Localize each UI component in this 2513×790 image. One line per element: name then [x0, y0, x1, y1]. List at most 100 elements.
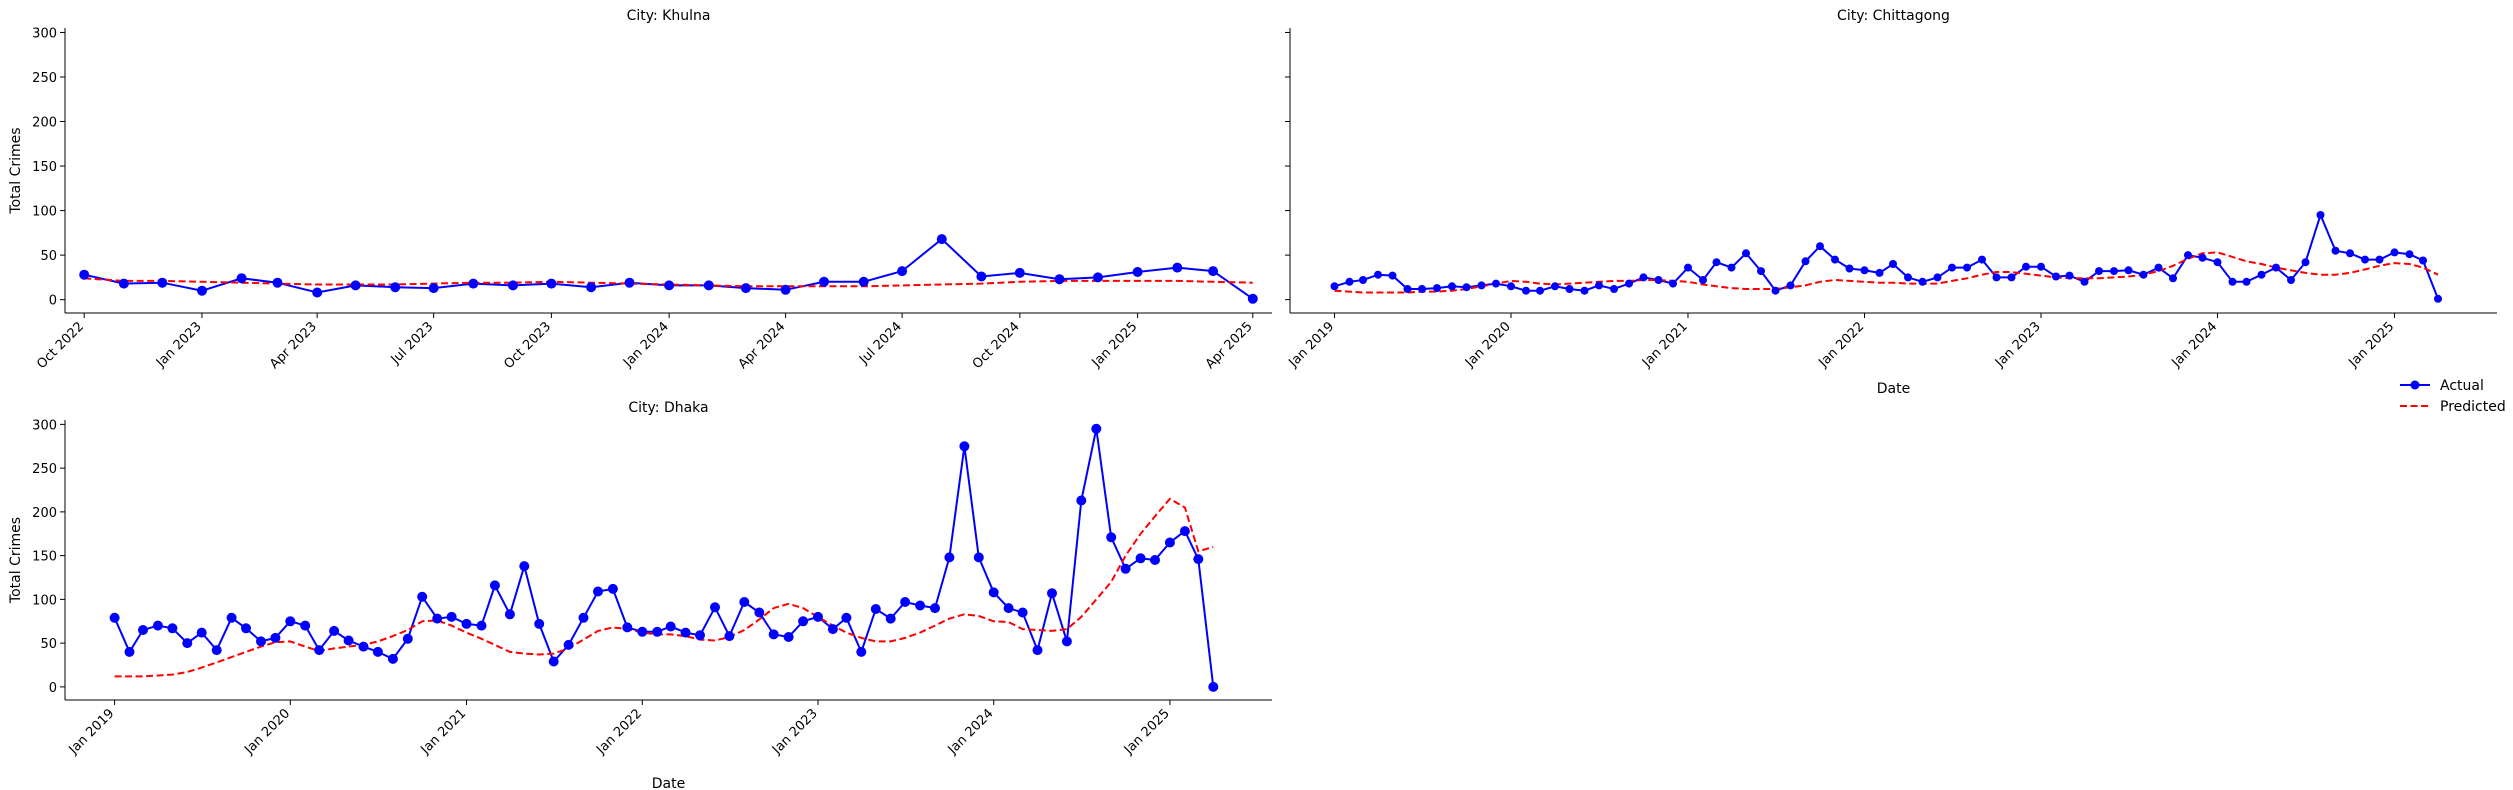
actual-data-point — [798, 616, 809, 627]
actual-data-point — [936, 234, 947, 245]
actual-data-point — [1551, 282, 1559, 291]
x-tick-label: Jan 2020 — [1462, 319, 1514, 371]
actual-data-point — [197, 285, 207, 296]
actual-data-point — [2361, 255, 2369, 264]
actual-data-point — [2022, 262, 2030, 271]
actual-data-point — [256, 636, 266, 647]
actual-data-point — [446, 611, 457, 622]
actual-data-point — [1247, 293, 1258, 304]
x-tick-label: Jan 2024 — [2169, 319, 2221, 371]
actual-data-point — [1992, 273, 2001, 282]
actual-data-point — [1492, 279, 1500, 288]
actual-data-point — [664, 280, 675, 291]
actual-data-point — [476, 620, 487, 631]
actual-data-point — [1091, 423, 1102, 434]
actual-data-point — [2154, 263, 2163, 272]
actual-data-point — [2287, 276, 2295, 284]
actual-data-point — [1727, 263, 1736, 272]
actual-data-point — [387, 653, 398, 664]
actual-data-point — [624, 277, 635, 288]
x-tick-label: Jan 2021 — [418, 706, 470, 758]
actual-data-point — [1208, 681, 1219, 692]
actual-data-point — [665, 621, 676, 632]
x-tick-label: Apr 2024 — [736, 319, 789, 372]
actual-data-point — [402, 633, 413, 644]
actual-data-point — [2405, 250, 2414, 259]
y-tick-label: 300 — [32, 418, 57, 433]
actual-data-point — [2213, 258, 2222, 267]
actual-data-point — [432, 613, 443, 624]
actual-data-point — [417, 591, 428, 602]
chart-title: City: Dhaka — [628, 400, 708, 416]
actual-data-point — [1359, 276, 1367, 284]
actual-data-point — [1699, 276, 1707, 284]
actual-data-point — [780, 284, 791, 295]
actual-data-point — [152, 620, 163, 631]
actual-data-point — [211, 645, 222, 656]
actual-data-point — [944, 552, 955, 563]
actual-data-point — [607, 583, 618, 594]
x-tick-label: Oct 2024 — [970, 319, 1023, 372]
actual-data-point — [1179, 526, 1190, 537]
actual-data-point — [157, 277, 168, 288]
legend-actual-label: Actual — [2440, 378, 2484, 394]
actual-data-point — [1845, 264, 1854, 273]
actual-data-point — [1054, 274, 1065, 285]
x-tick-label: Jan 2019 — [66, 706, 118, 758]
actual-data-point — [703, 280, 714, 291]
actual-data-point — [1918, 277, 1927, 286]
actual-data-point — [858, 276, 869, 287]
actual-data-point — [1135, 553, 1146, 564]
actual-data-point — [841, 612, 852, 623]
actual-data-point — [461, 618, 472, 629]
actual-data-point — [710, 602, 720, 613]
actual-data-point — [2169, 274, 2177, 283]
x-axis-label: Date — [1877, 381, 1910, 397]
actual-data-point — [1150, 555, 1160, 565]
actual-data-point — [138, 625, 148, 635]
actual-data-point — [1330, 282, 1339, 291]
actual-data-point — [768, 629, 779, 640]
actual-data-point — [2052, 272, 2060, 281]
actual-data-point — [695, 630, 705, 641]
actual-data-point — [2065, 271, 2074, 280]
actual-data-point — [196, 627, 207, 638]
actual-data-point — [241, 623, 251, 634]
actual-data-point — [1786, 281, 1795, 290]
actual-data-point — [1061, 636, 1072, 647]
actual-data-point — [1507, 282, 1515, 291]
actual-data-point — [548, 656, 559, 667]
x-tick-label: Jan 2021 — [1639, 319, 1691, 371]
actual-data-point — [272, 277, 283, 288]
actual-data-point — [489, 580, 500, 591]
actual-data-point — [1164, 537, 1175, 548]
actual-data-point — [2257, 270, 2266, 279]
chart-panels: City: Khulna 0 50 100 150 200 250 300 Oct 2022 Ja… — [8, 8, 2497, 790]
actual-data-point — [819, 276, 829, 287]
actual-data-point — [586, 282, 597, 293]
x-tick-label: Jan 2023 — [1992, 319, 2044, 371]
actual-data-point — [1374, 270, 1382, 279]
actual-data-point — [1654, 276, 1663, 284]
actual-data-point — [2346, 249, 2354, 258]
actual-data-point — [1978, 255, 1986, 264]
actual-data-point — [124, 646, 135, 657]
actual-data-point — [285, 616, 296, 627]
actual-data-point — [2331, 246, 2340, 255]
actual-series-line — [113, 428, 1215, 688]
x-tick-label: Apr 2023 — [267, 319, 320, 372]
actual-data-point — [754, 607, 765, 618]
actual-data-point — [314, 645, 325, 656]
y-tick-label: 0 — [49, 681, 57, 696]
actual-data-point — [1433, 284, 1441, 293]
y-tick-label: 250 — [32, 71, 57, 86]
actual-data-point — [2139, 270, 2148, 279]
actual-data-point — [973, 552, 984, 563]
actual-data-point — [1477, 281, 1486, 290]
actual-data-point — [2301, 258, 2310, 267]
actual-data-point — [2419, 256, 2427, 265]
actual-data-point — [79, 269, 90, 280]
x-tick-label: Jan 2024 — [945, 706, 997, 758]
actual-data-point — [428, 283, 439, 294]
y-tick-label: 200 — [32, 506, 57, 521]
